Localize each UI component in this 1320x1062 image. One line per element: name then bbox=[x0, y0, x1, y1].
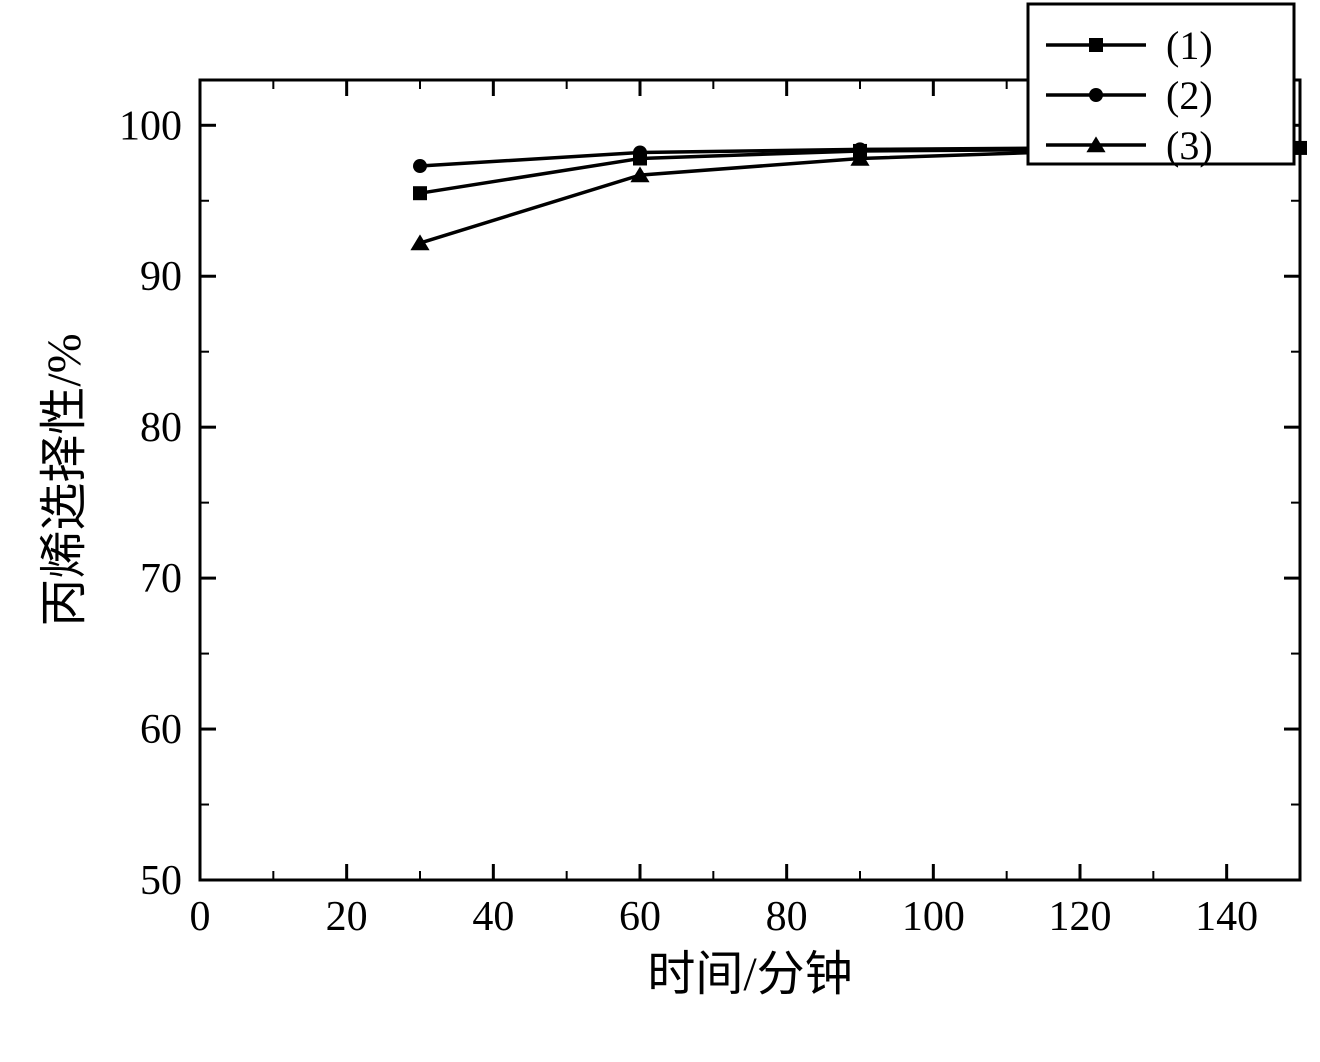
svg-text:20: 20 bbox=[326, 894, 368, 940]
svg-text:70: 70 bbox=[140, 556, 182, 602]
svg-text:60: 60 bbox=[619, 894, 661, 940]
svg-text:100: 100 bbox=[119, 103, 182, 149]
svg-text:(1): (1) bbox=[1166, 23, 1213, 68]
svg-text:(3): (3) bbox=[1166, 123, 1213, 168]
svg-text:50: 50 bbox=[140, 858, 182, 904]
svg-text:60: 60 bbox=[140, 707, 182, 753]
svg-text:(2): (2) bbox=[1166, 73, 1213, 118]
svg-text:100: 100 bbox=[902, 894, 965, 940]
svg-text:140: 140 bbox=[1195, 894, 1258, 940]
line-chart: 0 20 40 60 80 100 120 140 50 60 70 80 90 100 时间/分钟 丙烯选择… bbox=[0, 0, 1320, 1062]
svg-text:0: 0 bbox=[190, 894, 211, 940]
svg-text:80: 80 bbox=[140, 405, 182, 451]
svg-text:120: 120 bbox=[1049, 894, 1112, 940]
y-axis-title: 丙烯选择性/% bbox=[38, 333, 91, 626]
svg-text:90: 90 bbox=[140, 254, 182, 300]
legend: (1) (2) (3) bbox=[1028, 4, 1294, 168]
svg-text:40: 40 bbox=[472, 894, 514, 940]
svg-text:80: 80 bbox=[766, 894, 808, 940]
chart-container: 0 20 40 60 80 100 120 140 50 60 70 80 90 100 时间/分钟 丙烯选择… bbox=[0, 0, 1320, 1062]
x-axis-title: 时间/分钟 bbox=[647, 948, 852, 1001]
